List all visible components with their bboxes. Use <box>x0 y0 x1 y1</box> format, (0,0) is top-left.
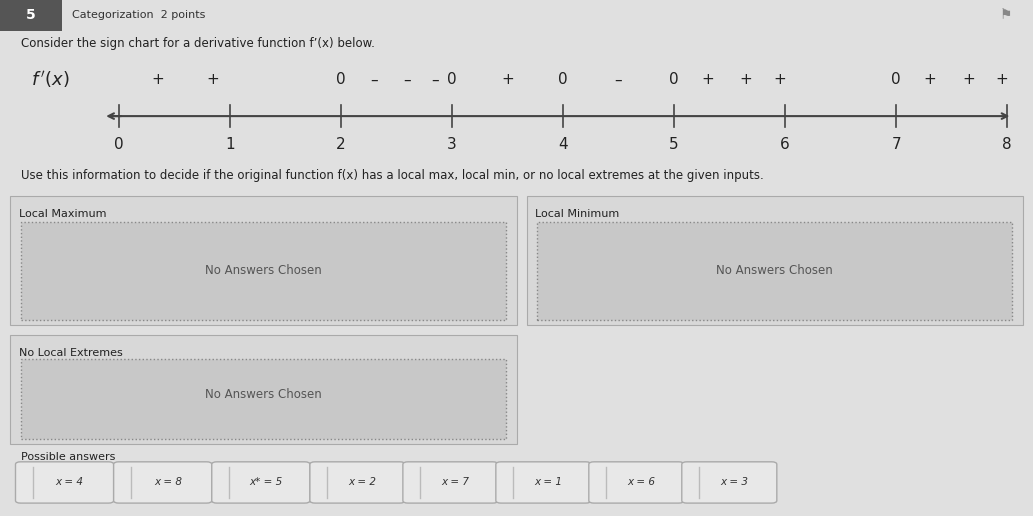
Text: x = 4: x = 4 <box>56 477 84 488</box>
Text: +: + <box>740 72 753 88</box>
Text: 8: 8 <box>1002 137 1012 152</box>
Text: Possible answers: Possible answers <box>21 452 115 462</box>
Text: Use this information to decide if the original function f(x) has a local max, lo: Use this information to decide if the or… <box>21 169 763 182</box>
FancyBboxPatch shape <box>10 196 516 325</box>
Text: +: + <box>962 72 975 88</box>
Text: Local Minimum: Local Minimum <box>535 209 620 219</box>
Text: ⚑: ⚑ <box>1000 8 1012 23</box>
Text: 0: 0 <box>336 72 346 88</box>
Text: $f\,'(x)$: $f\,'(x)$ <box>31 70 69 90</box>
FancyBboxPatch shape <box>114 462 212 503</box>
Text: x = 7: x = 7 <box>441 477 470 488</box>
Text: 1: 1 <box>225 137 234 152</box>
Text: +: + <box>501 72 513 88</box>
Text: x* = 5: x* = 5 <box>249 477 283 488</box>
FancyBboxPatch shape <box>496 462 591 503</box>
Text: –: – <box>404 72 411 88</box>
Text: No Answers Chosen: No Answers Chosen <box>716 264 834 278</box>
FancyBboxPatch shape <box>403 462 498 503</box>
Text: +: + <box>995 72 1008 88</box>
Text: +: + <box>773 72 786 88</box>
Text: x = 8: x = 8 <box>154 477 182 488</box>
Text: x = 2: x = 2 <box>348 477 377 488</box>
Text: Categorization  2 points: Categorization 2 points <box>72 10 206 21</box>
FancyBboxPatch shape <box>537 222 1012 320</box>
Text: Consider the sign chart for a derivative function f’(x) below.: Consider the sign chart for a derivative… <box>21 37 375 51</box>
Text: –: – <box>371 72 378 88</box>
Text: +: + <box>924 72 936 88</box>
Text: 7: 7 <box>891 137 901 152</box>
Text: x = 6: x = 6 <box>627 477 656 488</box>
Text: +: + <box>151 72 164 88</box>
Text: No Answers Chosen: No Answers Chosen <box>205 388 322 401</box>
FancyBboxPatch shape <box>589 462 684 503</box>
FancyBboxPatch shape <box>212 462 310 503</box>
Text: 0: 0 <box>114 137 124 152</box>
Text: 0: 0 <box>447 72 457 88</box>
Text: 2: 2 <box>336 137 346 152</box>
FancyBboxPatch shape <box>310 462 405 503</box>
FancyBboxPatch shape <box>15 462 114 503</box>
Text: –: – <box>432 72 439 88</box>
Text: 5: 5 <box>669 137 679 152</box>
Text: –: – <box>615 72 622 88</box>
Text: 0: 0 <box>669 72 679 88</box>
FancyBboxPatch shape <box>0 0 62 31</box>
FancyBboxPatch shape <box>21 222 506 320</box>
FancyBboxPatch shape <box>10 335 516 444</box>
Text: 5: 5 <box>26 8 36 23</box>
Text: x = 3: x = 3 <box>720 477 749 488</box>
Text: +: + <box>207 72 220 88</box>
Text: 0: 0 <box>558 72 568 88</box>
Text: 4: 4 <box>558 137 568 152</box>
Text: x = 1: x = 1 <box>534 477 563 488</box>
Text: +: + <box>701 72 714 88</box>
Text: 0: 0 <box>891 72 901 88</box>
FancyBboxPatch shape <box>21 359 506 439</box>
Text: 3: 3 <box>447 137 457 152</box>
FancyBboxPatch shape <box>527 196 1023 325</box>
Text: No Answers Chosen: No Answers Chosen <box>205 264 322 278</box>
FancyBboxPatch shape <box>682 462 777 503</box>
Text: Local Maximum: Local Maximum <box>19 209 106 219</box>
Text: 6: 6 <box>780 137 790 152</box>
Text: No Local Extremes: No Local Extremes <box>19 348 122 358</box>
